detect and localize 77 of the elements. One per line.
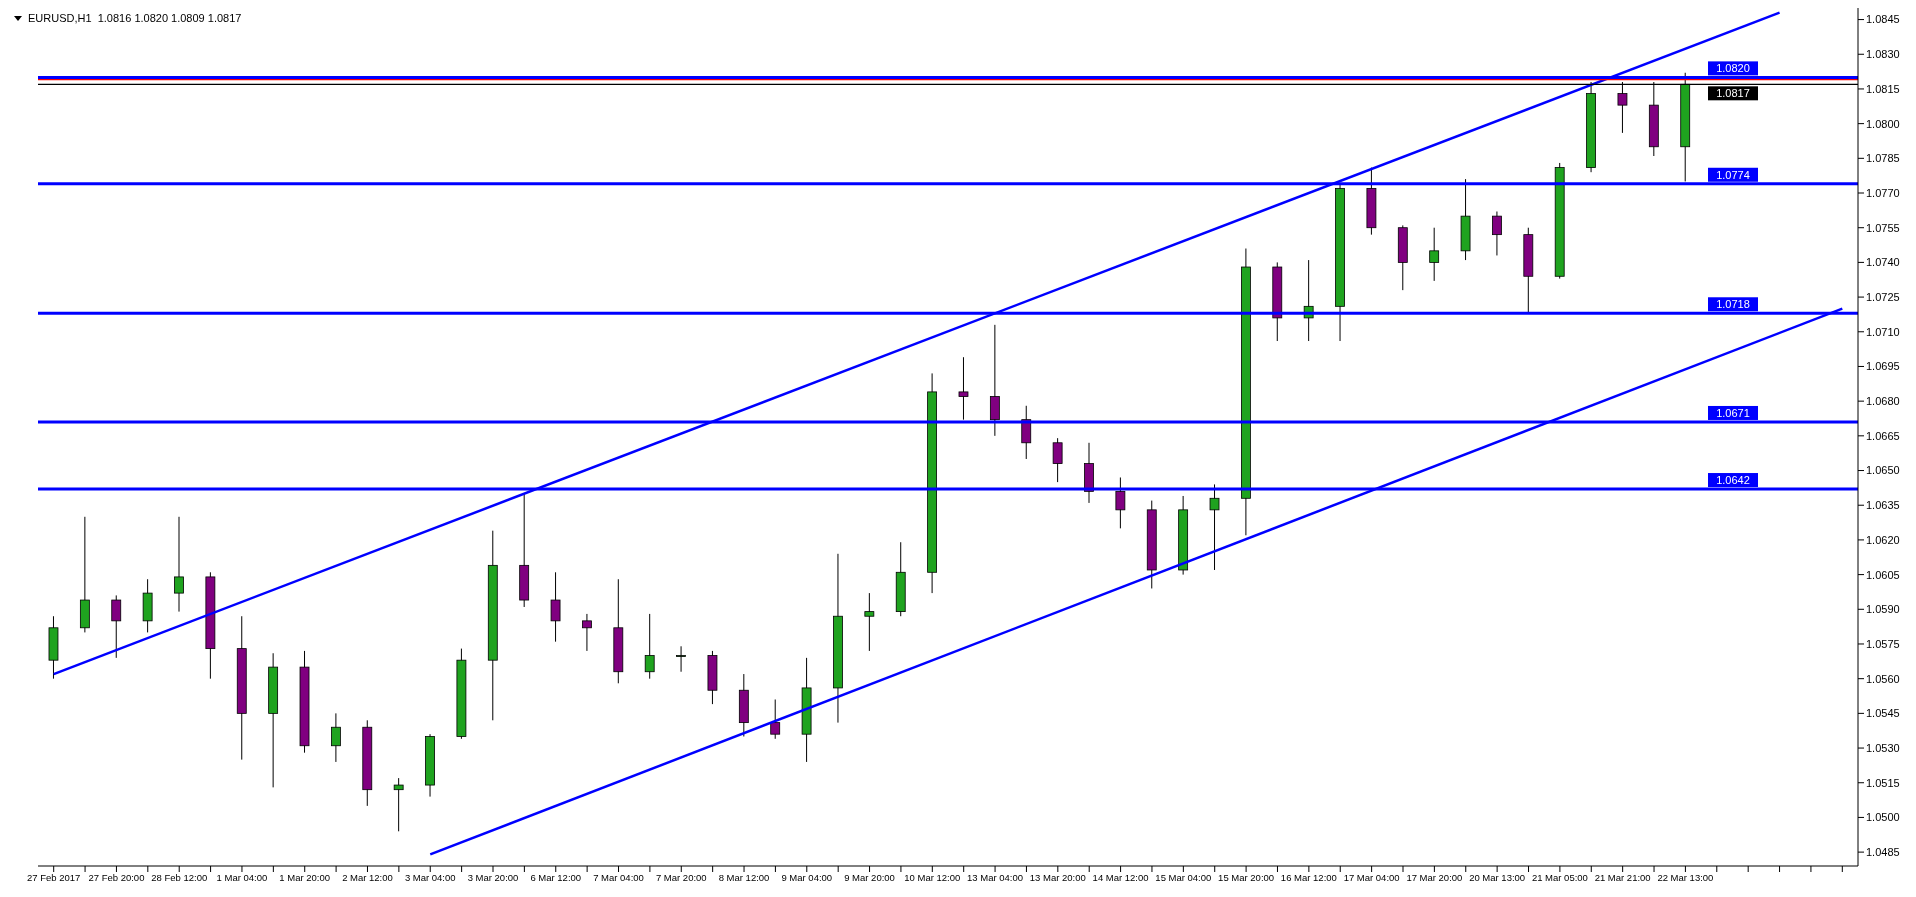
- candlestick: [1429, 227, 1440, 282]
- x-tick-label: 1 Mar 20:00: [279, 871, 331, 883]
- candlestick: [1492, 211, 1502, 256]
- candlestick: [174, 516, 184, 613]
- x-tick-label: 13 Mar 20:00: [1029, 871, 1086, 883]
- candlestick: [958, 356, 969, 421]
- candlestick: [864, 592, 875, 652]
- x-tick-label: 7 Mar 04:00: [593, 871, 644, 883]
- x-tick-label: 20 Mar 13:00: [1469, 871, 1526, 883]
- ref-line-label: 1.0820: [1716, 62, 1750, 75]
- y-tick-label: 1.0605: [1866, 568, 1900, 581]
- x-tick-label: 28 Feb 12:00: [151, 871, 208, 883]
- candlestick: [111, 594, 122, 659]
- x-tick-label: 9 Mar 20:00: [844, 871, 895, 883]
- x-tick-label: 16 Mar 12:00: [1280, 871, 1337, 883]
- candlestick: [770, 698, 781, 740]
- y-tick-label: 1.0650: [1866, 464, 1900, 477]
- x-tick-label: 3 Mar 20:00: [467, 871, 519, 883]
- y-tick-label: 1.0590: [1866, 603, 1900, 616]
- y-tick-label: 1.0530: [1866, 741, 1900, 754]
- y-tick-label: 1.0770: [1866, 186, 1900, 199]
- candlestick: [1209, 483, 1220, 571]
- y-tick-label: 1.0485: [1866, 846, 1900, 859]
- x-tick-label: 27 Feb 20:00: [88, 871, 145, 883]
- x-tick-label: 6 Mar 12:00: [530, 871, 582, 883]
- x-tick-label: 15 Mar 04:00: [1155, 871, 1212, 883]
- y-tick-label: 1.0635: [1866, 499, 1900, 512]
- x-tick-label: 17 Mar 20:00: [1406, 871, 1463, 883]
- ref-line-label: 1.0718: [1716, 298, 1750, 311]
- x-tick-label: 17 Mar 04:00: [1343, 871, 1400, 883]
- y-tick-label: 1.0845: [1866, 13, 1900, 26]
- x-tick-label: 8 Mar 12:00: [718, 871, 770, 883]
- y-tick-label: 1.0740: [1866, 256, 1900, 269]
- y-tick-label: 1.0620: [1866, 533, 1900, 546]
- x-tick-label: 27 Feb 2017: [27, 871, 81, 883]
- x-tick-label: 1 Mar 04:00: [216, 871, 268, 883]
- candlestick: [676, 645, 686, 673]
- candlestick: [331, 712, 341, 763]
- x-tick-label: 7 Mar 20:00: [655, 871, 707, 883]
- ref-line-label: 1.0671: [1716, 406, 1750, 419]
- x-tick-label: 15 Mar 20:00: [1218, 871, 1275, 883]
- y-tick-label: 1.0515: [1866, 776, 1900, 789]
- x-tick-label: 13 Mar 04:00: [967, 871, 1024, 883]
- candlestick: [1115, 476, 1126, 529]
- chart-title: EURUSD,H1 1.0816 1.0820 1.0809 1.0817: [28, 12, 242, 24]
- candlestick: [1052, 437, 1063, 483]
- x-tick-label: 2 Mar 12:00: [342, 871, 393, 883]
- y-tick-label: 1.0815: [1866, 82, 1900, 95]
- candlestick: [550, 571, 561, 643]
- y-tick-label: 1.0560: [1866, 672, 1900, 685]
- x-tick-label: 9 Mar 04:00: [781, 871, 833, 883]
- y-tick-label: 1.0665: [1866, 429, 1900, 442]
- ref-line-label: 1.0774: [1716, 168, 1750, 181]
- x-tick-label: 21 Mar 21:00: [1594, 871, 1651, 883]
- x-tick-label: 10 Mar 12:00: [904, 871, 961, 883]
- x-tick-label: 21 Mar 05:00: [1531, 871, 1588, 883]
- y-tick-label: 1.0710: [1866, 325, 1900, 338]
- y-tick-label: 1.0695: [1866, 360, 1900, 373]
- y-tick-label: 1.0680: [1866, 395, 1900, 408]
- y-tick-label: 1.0575: [1866, 637, 1900, 650]
- x-tick-label: 14 Mar 12:00: [1092, 871, 1149, 883]
- ref-line-label: 1.0817: [1716, 87, 1750, 100]
- candlestick: [582, 613, 592, 652]
- y-tick-label: 1.0545: [1866, 707, 1900, 720]
- y-tick-label: 1.0500: [1866, 811, 1900, 824]
- y-tick-label: 1.0755: [1866, 221, 1900, 234]
- candlestick: [1021, 405, 1032, 460]
- candlestick: [393, 777, 404, 832]
- y-tick-label: 1.0830: [1866, 48, 1900, 61]
- ref-line-label: 1.0642: [1716, 474, 1750, 487]
- x-tick-label: 3 Mar 04:00: [404, 871, 456, 883]
- candlestick: [989, 324, 1000, 437]
- y-tick-label: 1.0785: [1866, 152, 1900, 165]
- y-tick-label: 1.0725: [1866, 290, 1900, 303]
- y-tick-label: 1.0800: [1866, 117, 1900, 130]
- x-tick-label: 22 Mar 13:00: [1657, 871, 1714, 883]
- candlestick: [644, 613, 655, 680]
